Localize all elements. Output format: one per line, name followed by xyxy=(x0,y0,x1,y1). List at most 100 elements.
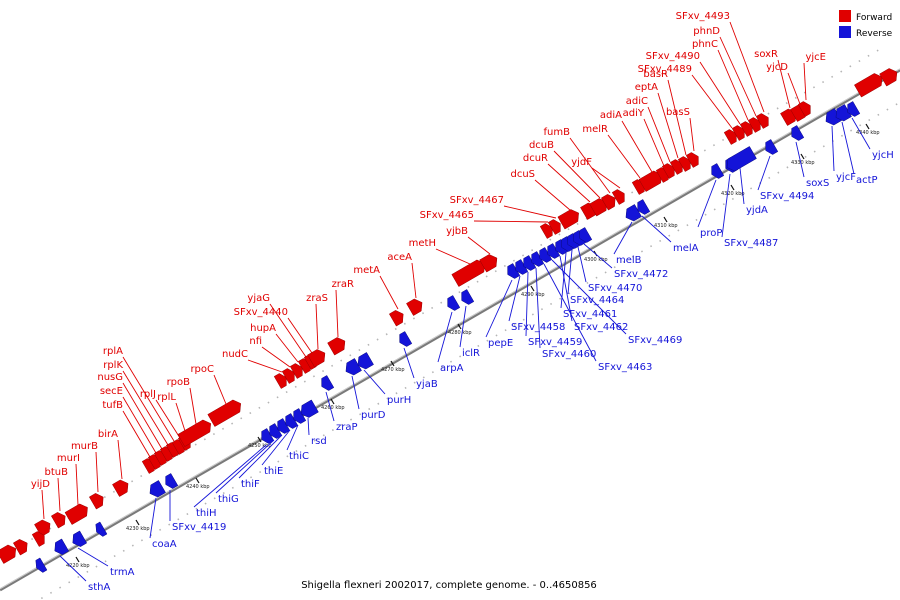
forward-gene-label: rplA xyxy=(103,346,123,357)
tick-mark xyxy=(257,436,262,443)
forward-gene-label: tufB xyxy=(102,400,123,411)
forward-gene-arrow xyxy=(64,503,88,525)
tick-label: 4240 kbp xyxy=(186,484,210,490)
forward-gene-label: rpoB xyxy=(167,377,191,388)
forward-label-connector xyxy=(247,359,283,373)
forward-gene-label: phnD xyxy=(693,26,720,37)
legend-swatch xyxy=(839,10,851,22)
forward-gene-label: metA xyxy=(353,265,380,276)
forward-label-connector xyxy=(175,402,187,435)
tick-label: 4340 kbp xyxy=(856,130,880,136)
forward-gene-arrow xyxy=(539,223,553,239)
reverse-gene-arrow xyxy=(269,423,283,439)
forward-label-connector xyxy=(591,167,621,189)
reverse-label-connector xyxy=(641,215,672,243)
reverse-label-connector xyxy=(697,179,717,228)
forward-label-connector xyxy=(122,382,163,450)
forward-gene-arrow xyxy=(451,259,485,287)
forward-label-connector xyxy=(607,134,641,179)
forward-gene-label: SFxv_4489 xyxy=(638,64,692,75)
reverse-gene-label: melB xyxy=(616,255,642,266)
reverse-label-connector xyxy=(831,125,835,172)
forward-label-connector xyxy=(787,72,801,105)
forward-gene-label: murB xyxy=(71,441,98,452)
tick-mark xyxy=(330,398,335,405)
reverse-gene-label: SFxv_4487 xyxy=(724,238,778,249)
reverse-label-connector xyxy=(795,141,805,178)
forward-label-connector xyxy=(122,370,169,446)
reverse-label-connector xyxy=(238,434,283,479)
forward-gene-label: SFxv_4440 xyxy=(234,307,288,318)
tick-label: 4290 kbp xyxy=(521,292,545,298)
reverse-gene-arrow xyxy=(293,408,307,424)
reverse-label-connector xyxy=(525,271,529,337)
forward-gene-label: SFxv_4490 xyxy=(646,51,700,62)
reverse-gene-label: SFxv_4462 xyxy=(574,322,628,333)
forward-label-connector xyxy=(729,21,765,113)
forward-gene-arrow xyxy=(31,531,45,547)
reverse-gene-label: thiF xyxy=(241,479,260,490)
reverse-label-connector xyxy=(739,167,745,205)
reverse-label-connector xyxy=(560,252,567,309)
reverse-gene-arrow xyxy=(523,255,537,271)
forward-gene-arrow xyxy=(739,121,753,137)
reverse-label-connector xyxy=(508,275,521,322)
forward-gene-label: adiC xyxy=(626,96,648,107)
forward-label-connector xyxy=(122,396,157,454)
reverse-gene-label: thiC xyxy=(289,451,309,462)
reverse-gene-arrow xyxy=(357,352,374,370)
reverse-gene-label: iclR xyxy=(462,348,480,359)
forward-label-connector xyxy=(657,92,679,159)
forward-label-connector xyxy=(213,374,227,405)
reverse-gene-label: purD xyxy=(361,410,386,421)
forward-gene-arrow xyxy=(547,219,561,235)
forward-gene-label: rplL xyxy=(157,392,176,403)
forward-gene-label: zraR xyxy=(332,279,354,290)
reverse-label-connector xyxy=(535,267,541,349)
forward-gene-label: basS xyxy=(666,107,690,118)
legend-label: Forward xyxy=(856,13,892,23)
forward-label-connector xyxy=(717,49,749,121)
forward-gene-label: yjcD xyxy=(766,62,788,73)
reverse-gene-arrow xyxy=(531,251,545,267)
reverse-gene-label: SFxv_4469 xyxy=(628,335,682,346)
reverse-label-connector xyxy=(261,429,291,466)
forward-gene-arrow xyxy=(854,73,883,98)
forward-gene-label: nudC xyxy=(222,349,248,360)
reverse-gene-arrow xyxy=(726,146,757,172)
reverse-gene-arrow xyxy=(72,530,88,547)
reverse-gene-arrow xyxy=(399,331,413,347)
reverse-gene-label: arpA xyxy=(440,363,464,374)
forward-gene-label: SFxv_4493 xyxy=(676,11,730,22)
tick-label: 4280 kbp xyxy=(448,330,472,336)
reverse-gene-label: yjaB xyxy=(416,379,438,390)
reverse-gene-arrow xyxy=(285,413,299,429)
forward-gene-label: zraS xyxy=(306,293,328,304)
legend-label: Reverse xyxy=(856,29,893,39)
forward-label-connector xyxy=(803,62,807,101)
reverse-gene-arrow xyxy=(261,428,275,444)
forward-label-connector xyxy=(379,275,399,310)
forward-label-connector xyxy=(534,179,571,211)
forward-gene-label: dcuS xyxy=(510,169,535,180)
forward-gene-label: eptA xyxy=(635,82,658,93)
forward-gene-arrow xyxy=(327,337,346,356)
reverse-label-connector xyxy=(403,347,415,379)
forward-gene-arrow xyxy=(661,163,675,179)
forward-label-connector xyxy=(621,120,653,173)
tick-mark xyxy=(530,285,535,292)
forward-label-connector xyxy=(689,117,695,152)
reverse-gene-arrow xyxy=(711,163,725,179)
forward-gene-label: hupA xyxy=(250,323,276,334)
reverse-label-connector xyxy=(286,424,299,451)
forward-label-connector xyxy=(547,163,591,203)
forward-label-connector xyxy=(667,79,687,156)
reverse-gene-arrow xyxy=(835,104,852,122)
reverse-gene-arrow xyxy=(625,204,642,222)
forward-gene-arrow xyxy=(177,419,211,447)
reverse-gene-arrow xyxy=(461,289,475,305)
forward-gene-arrow xyxy=(273,373,287,389)
reverse-gene-label: proP xyxy=(700,228,722,239)
reverse-gene-arrow xyxy=(447,295,461,311)
